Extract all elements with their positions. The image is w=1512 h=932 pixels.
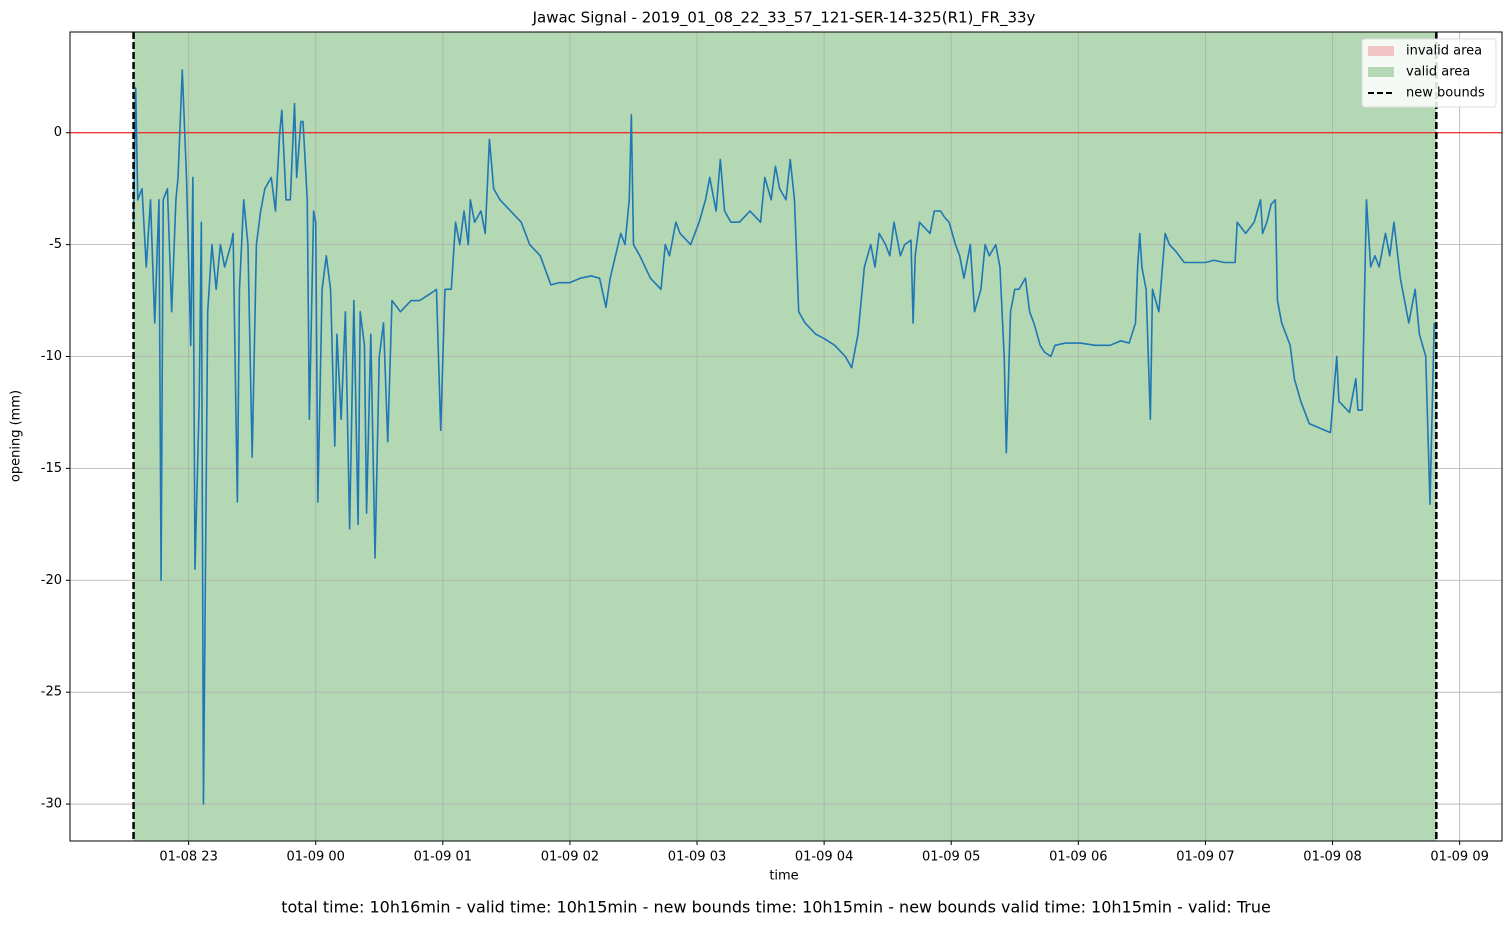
legend-box [1361,38,1497,108]
x-tick-label: 01-09 05 [922,850,980,865]
x-tick-label: 01-09 03 [668,850,726,865]
y-tick-label: -10 [41,349,62,364]
y-tick-label: -30 [41,797,62,812]
x-axis-label: time [769,869,798,884]
x-tick-label: 01-09 04 [795,850,853,865]
plot-area: 0 -5 -10 -15 -20 -25 -30 01-08 23 01-09 00 01-09 … [41,31,1503,865]
legend-swatch [1368,67,1394,77]
y-tick-label: -15 [41,461,62,476]
y-tick-label: -20 [41,573,62,588]
x-tick-label: 01-09 02 [541,850,599,865]
x-tick-label: 01-09 08 [1303,850,1361,865]
x-tick-label: 01-09 00 [287,850,345,865]
y-tick-label: -5 [49,237,62,252]
y-tick-label: -25 [41,685,62,700]
x-tick-label: 01-09 09 [1430,850,1488,865]
chart-title: Jawac Signal - 2019_01_08_22_33_57_121-S… [532,9,1036,28]
caption: total time: 10h16min - valid time: 10h15… [281,898,1271,917]
signal-line [132,69,1436,805]
x-tick-label: 01-09 01 [414,850,472,865]
legend-label: new bounds [1406,86,1485,101]
legend-label: valid area [1406,65,1470,80]
legend-label: invalid area [1406,44,1482,59]
axes-frame [69,31,1503,842]
y-tick-label: 0 [54,125,62,140]
x-tick-label: 01-09 06 [1049,850,1107,865]
y-axis-label: opening (mm) [9,390,24,482]
legend-swatch [1368,46,1394,56]
x-tick-label: 01-08 23 [159,850,217,865]
valid-area [133,32,1437,841]
x-tick-label: 01-09 07 [1176,850,1234,865]
